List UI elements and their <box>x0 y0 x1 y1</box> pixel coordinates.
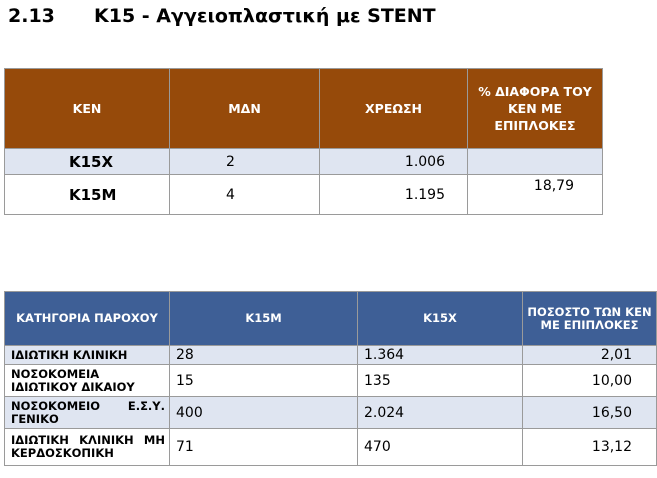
pct-value: 16,50 <box>522 396 657 429</box>
category-name: ΙΔΙΩΤΙΚΗ ΚΛΙΝΙΚΗ <box>4 345 170 365</box>
diff-value: 18,79 <box>467 174 603 215</box>
ken-charges-table: ΚΕΝ ΜΔΝ ΧΡΕΩΣΗ % ΔΙΑΦΟΡΑ ΤΟΥ ΚΕΝ ΜΕ ΕΠΙΠ… <box>4 68 603 215</box>
provider-category-table: ΚΑΤΗΓΟΡΙΑ ΠΑΡΟΧΟΥ K15M K15X ΠΟΣΟΣΤΟ ΤΩΝ … <box>4 291 657 466</box>
header-k15m: K15M <box>169 291 358 346</box>
header-pct: ΠΟΣΟΣΤΟ ΤΩΝ ΚΕΝ ΜΕ ΕΠΙΠΛΟΚΕΣ <box>522 291 657 346</box>
table-row: ΙΔΙΩΤΙΚΗ ΚΛΙΝΙΚΗ 28 1.364 2,01 <box>4 345 657 365</box>
pct-value: 2,01 <box>522 345 657 365</box>
pct-value: 13,12 <box>522 428 657 466</box>
table-row: ΝΟΣΟΚΟΜΕΙΑ ΙΔΙΩΤΙΚΟΥ ΔΙΚΑΙΟΥ 15 135 10,0… <box>4 364 657 397</box>
table-row: ΝΟΣΟΚΟΜΕΙΟ Ε.Σ.Υ. ΓΕΝΙΚΟ 400 2.024 16,50 <box>4 396 657 429</box>
table-row: K15X 2 1.006 <box>4 148 603 175</box>
section-title: K15 - Αγγειοπλαστική με STENT <box>94 5 436 27</box>
mdn-value: 2 <box>169 148 320 175</box>
pct-value: 10,00 <box>522 364 657 397</box>
k15m-value: 15 <box>169 364 358 397</box>
header-diff: % ΔΙΑΦΟΡΑ ΤΟΥ ΚΕΝ ΜΕ ΕΠΙΠΛΟΚΕΣ <box>467 68 603 149</box>
header-k15x: K15X <box>357 291 523 346</box>
table-header-row: ΚΑΤΗΓΟΡΙΑ ΠΑΡΟΧΟΥ K15M K15X ΠΟΣΟΣΤΟ ΤΩΝ … <box>4 291 657 346</box>
charge-value: 1.195 <box>319 174 468 215</box>
k15x-value: 470 <box>357 428 523 466</box>
diff-value <box>467 148 603 175</box>
k15m-value: 71 <box>169 428 358 466</box>
k15m-value: 400 <box>169 396 358 429</box>
ken-code: K15X <box>4 148 170 175</box>
category-name: ΝΟΣΟΚΟΜΕΙΑ ΙΔΙΩΤΙΚΟΥ ΔΙΚΑΙΟΥ <box>4 364 170 397</box>
header-mdn: ΜΔΝ <box>169 68 320 149</box>
k15m-value: 28 <box>169 345 358 365</box>
section-number: 2.13 <box>8 5 55 27</box>
k15x-value: 1.364 <box>357 345 523 365</box>
category-name: ΙΔΙΩΤΙΚΗ ΚΛΙΝΙΚΗ ΜΗ ΚΕΡΔΟΣΚΟΠΙΚΗ <box>4 428 170 466</box>
table-row: ΙΔΙΩΤΙΚΗ ΚΛΙΝΙΚΗ ΜΗ ΚΕΡΔΟΣΚΟΠΙΚΗ 71 470 … <box>4 428 657 466</box>
mdn-value: 4 <box>169 174 320 215</box>
header-category: ΚΑΤΗΓΟΡΙΑ ΠΑΡΟΧΟΥ <box>4 291 170 346</box>
header-ken: ΚΕΝ <box>4 68 170 149</box>
section-heading: 2.13 K15 - Αγγειοπλαστική με STENT <box>8 5 436 27</box>
header-charge: ΧΡΕΩΣΗ <box>319 68 468 149</box>
k15x-value: 2.024 <box>357 396 523 429</box>
ken-code: K15M <box>4 174 170 215</box>
table-header-row: ΚΕΝ ΜΔΝ ΧΡΕΩΣΗ % ΔΙΑΦΟΡΑ ΤΟΥ ΚΕΝ ΜΕ ΕΠΙΠ… <box>4 68 603 149</box>
k15x-value: 135 <box>357 364 523 397</box>
charge-value: 1.006 <box>319 148 468 175</box>
table-row: K15M 4 1.195 18,79 <box>4 174 603 215</box>
category-name: ΝΟΣΟΚΟΜΕΙΟ Ε.Σ.Υ. ΓΕΝΙΚΟ <box>4 396 170 429</box>
